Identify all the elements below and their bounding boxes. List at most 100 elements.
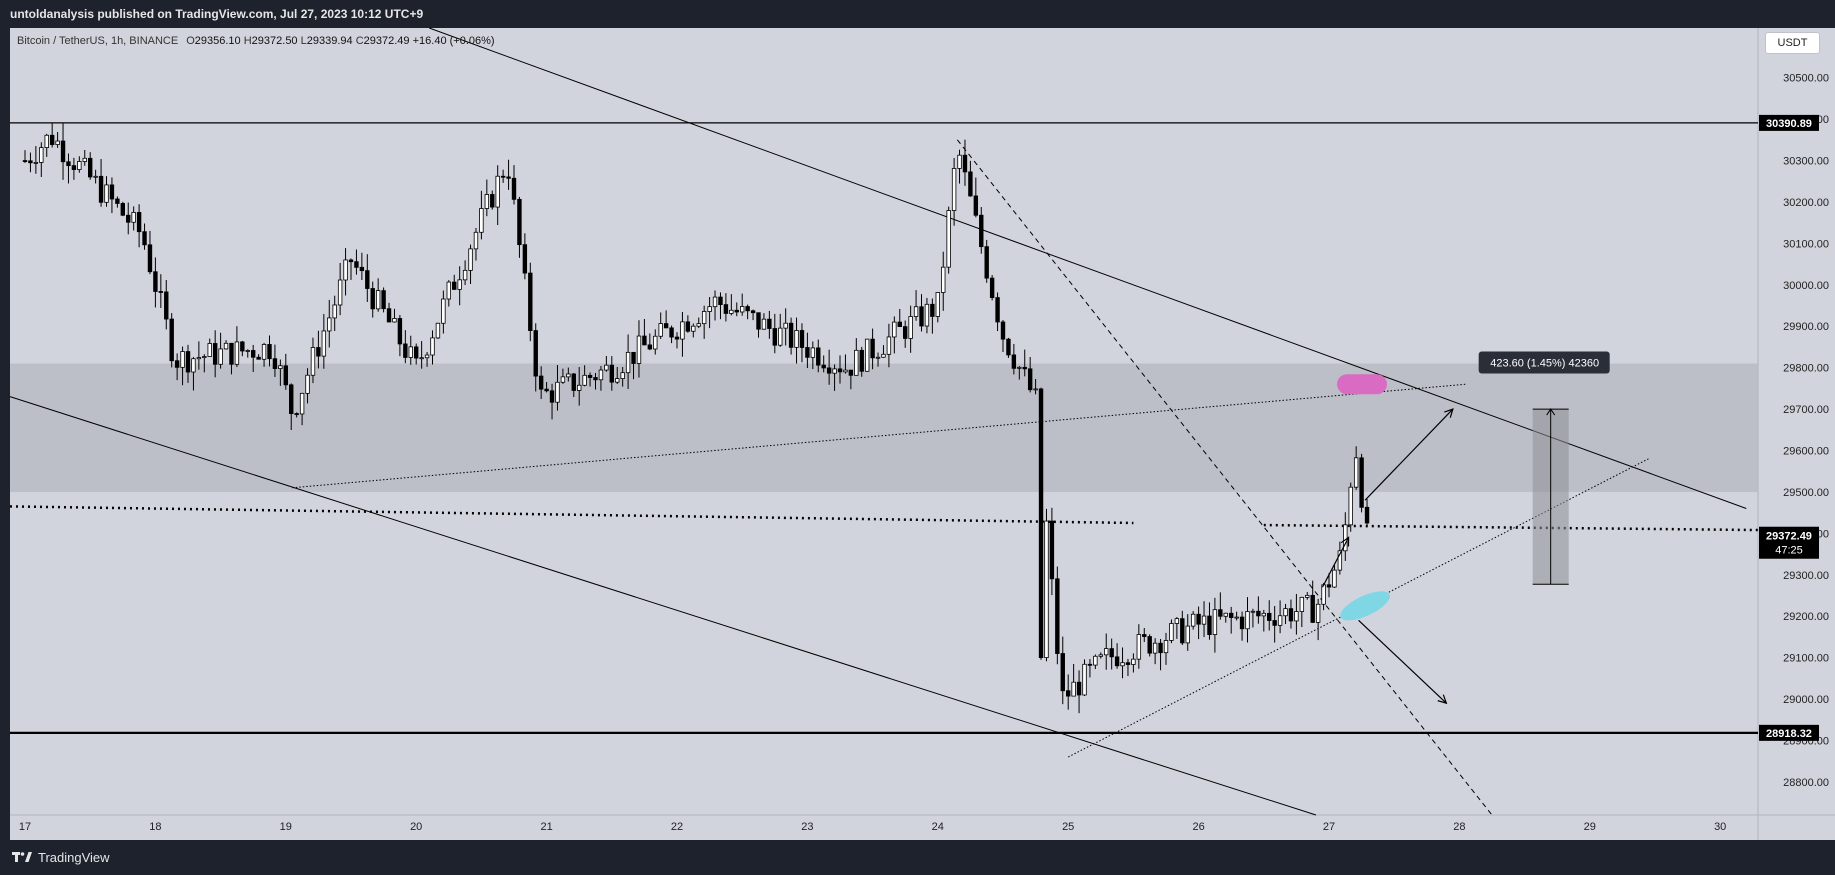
published-text: untoldanalysis published on TradingView.…: [10, 7, 424, 21]
candle-body: [1261, 612, 1266, 617]
candle-body: [653, 335, 658, 350]
candle-body: [240, 341, 245, 352]
pink-highlight-marker: [1337, 374, 1387, 395]
candle-body: [707, 306, 712, 312]
candle-body: [164, 291, 169, 320]
candle-body: [1348, 486, 1353, 526]
candle-body: [859, 349, 864, 372]
candle-body: [316, 347, 321, 357]
candle-body: [577, 384, 582, 391]
time-tick-label: 27: [1323, 821, 1335, 833]
candle-body: [234, 341, 240, 365]
candle-body: [484, 194, 490, 209]
candle-body: [794, 330, 799, 348]
candle-body: [1114, 656, 1120, 667]
candle-body: [995, 297, 1000, 323]
candle-body: [1044, 520, 1049, 658]
candle-body: [620, 372, 625, 379]
candle-body: [250, 350, 256, 358]
footer-bar: TradingView: [0, 839, 1835, 875]
candle-body: [886, 336, 892, 355]
candle-body: [718, 296, 723, 306]
candle-body: [375, 290, 381, 310]
candle-body: [413, 346, 419, 359]
candle-body: [202, 356, 207, 358]
cyan-highlight-marker: [1340, 591, 1390, 621]
candle-body: [805, 347, 810, 358]
candle-body: [1315, 603, 1321, 623]
candle-body: [1272, 620, 1277, 626]
candle-body: [962, 154, 968, 173]
candle-body: [1071, 681, 1076, 697]
candle-body: [365, 270, 370, 289]
candle-body: [1212, 609, 1218, 635]
currency-button[interactable]: USDT: [1765, 32, 1820, 54]
candle-body: [283, 365, 288, 386]
candle-body: [973, 195, 979, 216]
candle-body: [984, 246, 989, 279]
candle-body: [82, 157, 87, 162]
time-tick-label: 25: [1062, 821, 1074, 833]
time-tick-label: 22: [671, 821, 683, 833]
candle-body: [207, 343, 212, 357]
candle-body: [452, 281, 457, 290]
down-arrow-head: [1437, 694, 1448, 705]
tradingview-logo[interactable]: TradingView: [12, 850, 110, 865]
candle-body: [609, 364, 614, 383]
candle-body: [1011, 354, 1017, 369]
candle-body: [517, 198, 522, 246]
candle-body: [810, 347, 816, 358]
candle-body: [761, 318, 767, 330]
candle-body: [544, 388, 549, 392]
small-up-arrow: [1321, 537, 1350, 588]
measure-label: 423.60 (1.45%) 42360: [1490, 358, 1599, 370]
dotted-level-right: [1263, 523, 1759, 532]
candle-body: [1163, 640, 1169, 654]
publisher-bar: untoldanalysis published on TradingView.…: [0, 0, 1835, 28]
candle-body: [332, 304, 337, 319]
measure-label-box: [1478, 351, 1610, 374]
candle-body: [772, 328, 777, 346]
candle-body: [555, 381, 560, 403]
candle-body: [354, 261, 359, 268]
price-tick-label: 29900.00: [1783, 321, 1829, 333]
candle-body: [359, 266, 365, 272]
time-tick-label: 21: [540, 821, 552, 833]
candle-body: [272, 358, 278, 369]
candle-body: [397, 318, 403, 345]
candle-body: [1049, 520, 1055, 580]
candle-body: [864, 338, 870, 372]
candle-body: [892, 321, 897, 338]
symbol-name[interactable]: Bitcoin / TetherUS, 1h, BINANCE: [17, 35, 179, 47]
candle-body: [566, 373, 571, 378]
candle-body: [1136, 634, 1142, 660]
candle-body: [180, 351, 185, 368]
candle-body: [120, 203, 125, 216]
candle-body: [115, 198, 120, 204]
price-tick-label: 29500.00: [1783, 487, 1829, 499]
candle-body: [1174, 618, 1180, 624]
time-tick-label: 20: [410, 821, 422, 833]
candle-body: [979, 214, 984, 248]
candle-body: [1245, 611, 1250, 630]
low-label: L: [300, 35, 307, 47]
candle-body: [522, 244, 528, 274]
countdown-label: 47:25: [1775, 545, 1803, 557]
candle-body: [913, 306, 919, 317]
candle-body: [1109, 648, 1114, 658]
candle-body: [109, 184, 115, 200]
candle-body: [1147, 636, 1152, 654]
candle-body: [538, 375, 544, 390]
candle-body: [1229, 612, 1234, 618]
candle-body: [1277, 615, 1283, 626]
candle-body: [1055, 578, 1060, 654]
candle-body: [424, 354, 430, 359]
candle-body: [1234, 616, 1239, 619]
candle-body: [392, 318, 397, 323]
price-tick-label: 29000.00: [1783, 694, 1829, 706]
candle-body: [1066, 690, 1071, 697]
price-tick-label: 29600.00: [1783, 445, 1829, 457]
candle-body: [663, 323, 669, 329]
candle-body: [457, 279, 462, 290]
